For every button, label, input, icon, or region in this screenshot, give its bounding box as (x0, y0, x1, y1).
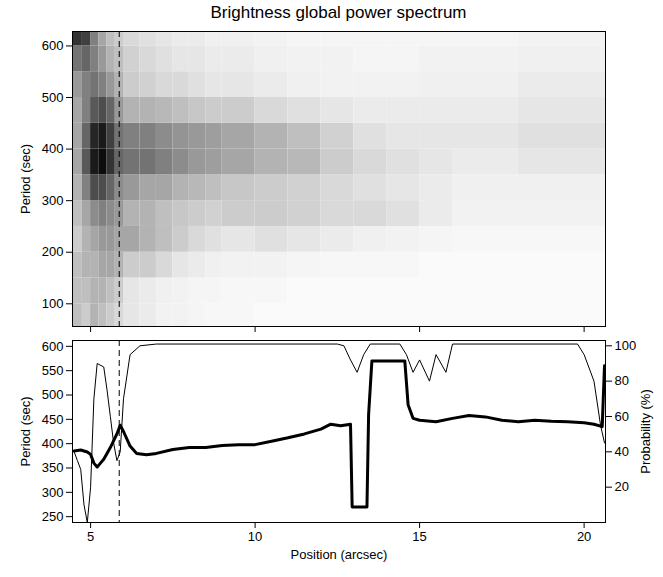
svg-text:60: 60 (615, 409, 629, 424)
svg-text:40: 40 (615, 444, 629, 459)
svg-text:300: 300 (42, 193, 64, 208)
svg-text:80: 80 (615, 373, 629, 388)
svg-text:20: 20 (615, 479, 629, 494)
svg-text:500: 500 (42, 387, 64, 402)
svg-text:600: 600 (42, 38, 64, 53)
svg-text:100: 100 (42, 296, 64, 311)
svg-text:550: 550 (42, 363, 64, 378)
svg-text:250: 250 (42, 509, 64, 524)
svg-text:Period (sec): Period (sec) (18, 396, 33, 466)
svg-text:Period (sec): Period (sec) (18, 144, 33, 214)
svg-text:100: 100 (615, 338, 637, 353)
svg-text:Position (arcsec): Position (arcsec) (291, 547, 388, 562)
svg-text:400: 400 (42, 141, 64, 156)
html-text:Brightness global power spectr: Brightness global power spectrum (210, 3, 467, 22)
svg-text:15: 15 (412, 529, 426, 544)
svg-text:500: 500 (42, 90, 64, 105)
svg-text:600: 600 (42, 338, 64, 353)
svg-text:350: 350 (42, 460, 64, 475)
svg-text:300: 300 (42, 484, 64, 499)
svg-text:400: 400 (42, 436, 64, 451)
svg-text:5: 5 (87, 529, 94, 544)
svg-text:Probability (%): Probability (%) (638, 389, 653, 474)
svg-text:20: 20 (577, 529, 591, 544)
svg-text:10: 10 (248, 529, 262, 544)
svg-text:200: 200 (42, 244, 64, 259)
svg-text:450: 450 (42, 411, 64, 426)
